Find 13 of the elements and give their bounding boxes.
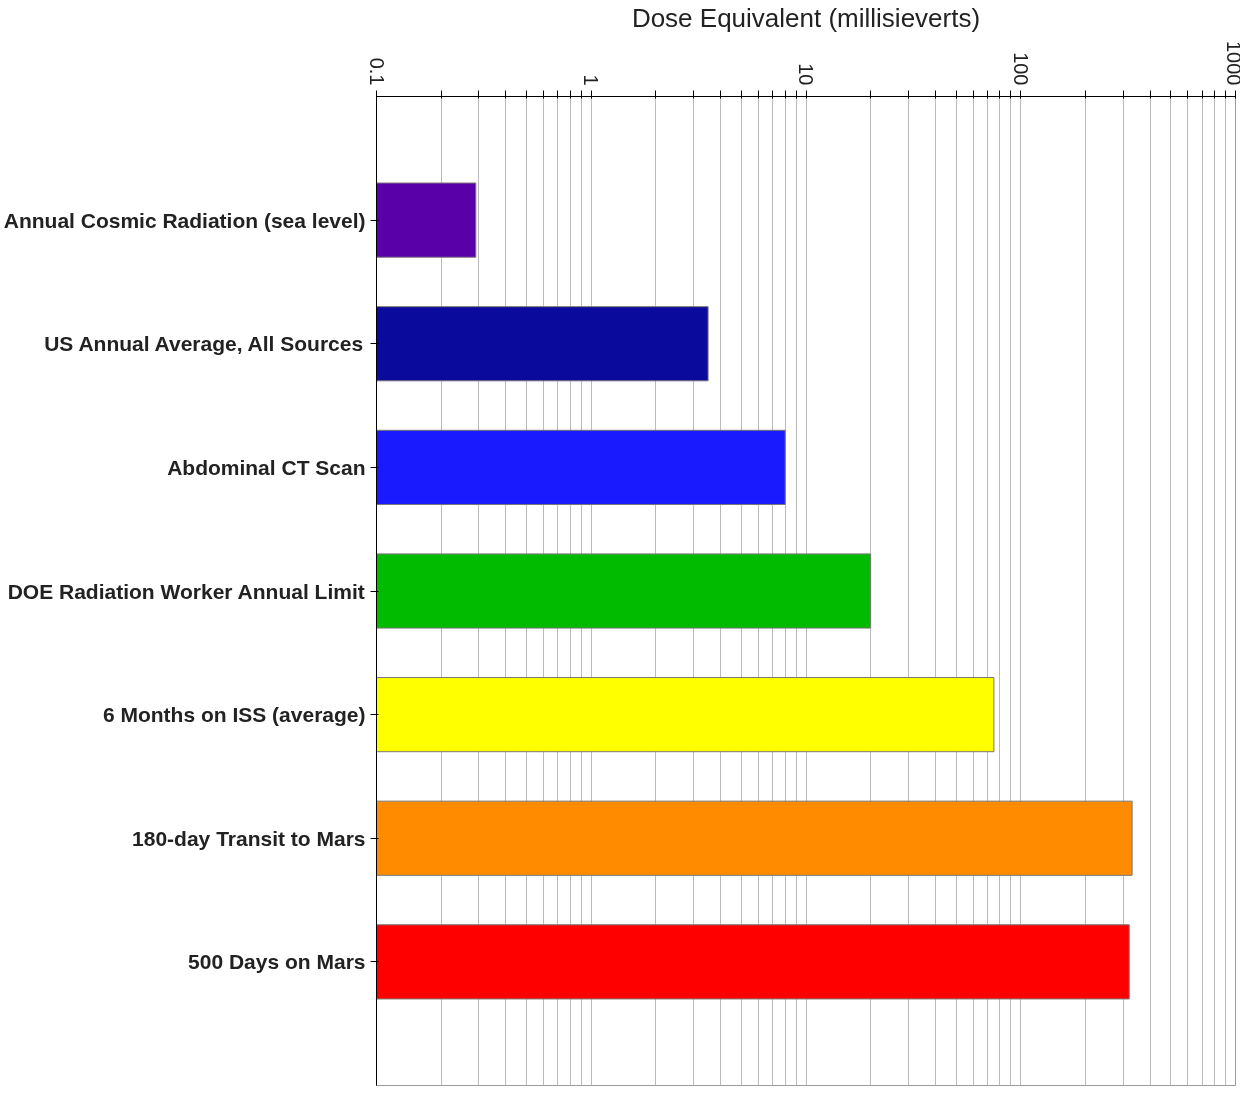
y-tick-label: 180-day Transit to Mars <box>132 826 366 850</box>
y-tick-label: 6 Months on ISS (average) <box>102 703 366 727</box>
y-tick-label: Annual Cosmic Radiation (sea level) <box>3 208 366 232</box>
x-tick-label: 10 <box>795 63 817 86</box>
x-tick-label: 1 <box>580 74 603 86</box>
y-tick-label: US Annual Average, All Sources <box>44 332 364 356</box>
x-tick-label: 1000 <box>1222 41 1245 86</box>
x-axis-title: Dose Equivalent (millisieverts) <box>631 3 981 34</box>
x-tick-label: 100 <box>1009 52 1032 86</box>
y-tick-label: 500 Days on Mars <box>188 950 366 974</box>
y-tick-label: Abdominal CT Scan <box>167 455 366 479</box>
y-tick-label: DOE Radiation Worker Annual Limit <box>7 579 365 603</box>
x-tick-label: 0.1 <box>365 57 388 86</box>
